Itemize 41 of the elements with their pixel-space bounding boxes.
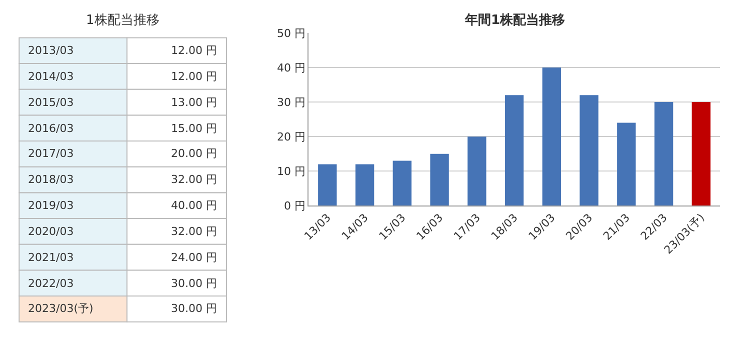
text: 1株配当推移 [86, 13, 160, 28]
bar [654, 102, 674, 206]
category-label: 2023/03(予) [28, 302, 94, 315]
category-label: 2020/03 [28, 225, 74, 238]
category-label: 2022/03 [28, 277, 74, 290]
text: 13.00 円 [171, 96, 217, 109]
text: 32.00 円 [171, 225, 217, 238]
chart-title: 年間1株配当推移 [464, 13, 566, 28]
y-tick-label: 30 円 [277, 96, 306, 109]
category-label: 2014/03 [28, 70, 74, 83]
category-label: 2013/03 [28, 44, 74, 57]
bar [692, 102, 711, 206]
text: 12.00 円 [171, 44, 217, 57]
category-label: 2021/03 [28, 251, 74, 264]
category-label: 2018/03 [28, 173, 74, 186]
bar [504, 95, 524, 206]
text: 30.00 円 [171, 302, 217, 315]
category-label: 2016/03 [28, 122, 74, 135]
y-tick-label: 10 円 [277, 164, 306, 178]
bar [617, 122, 636, 206]
text: 32.00 円 [171, 173, 217, 186]
text: 15.00 円 [171, 122, 217, 135]
text: 20.00 円 [171, 147, 217, 160]
bar [542, 68, 562, 206]
bar [318, 164, 337, 206]
bar [468, 136, 486, 206]
text: 12.00 円 [171, 70, 217, 83]
y-tick-label: 0 円 [284, 200, 306, 213]
text: 24.00 円 [171, 251, 217, 264]
y-tick-label: 20 円 [277, 130, 306, 144]
bar [392, 160, 412, 206]
category-label: 2017/03 [28, 147, 74, 160]
category-label: 2015/03 [28, 96, 74, 109]
text: 40.00 円 [171, 199, 217, 212]
y-tick-label: 40 円 [277, 61, 306, 74]
bar [580, 95, 598, 206]
category-label: 2019/03 [28, 199, 74, 212]
bar [355, 164, 374, 206]
text: 30.00 円 [171, 277, 217, 290]
bar [430, 154, 449, 206]
y-tick-label: 50 円 [277, 26, 306, 40]
